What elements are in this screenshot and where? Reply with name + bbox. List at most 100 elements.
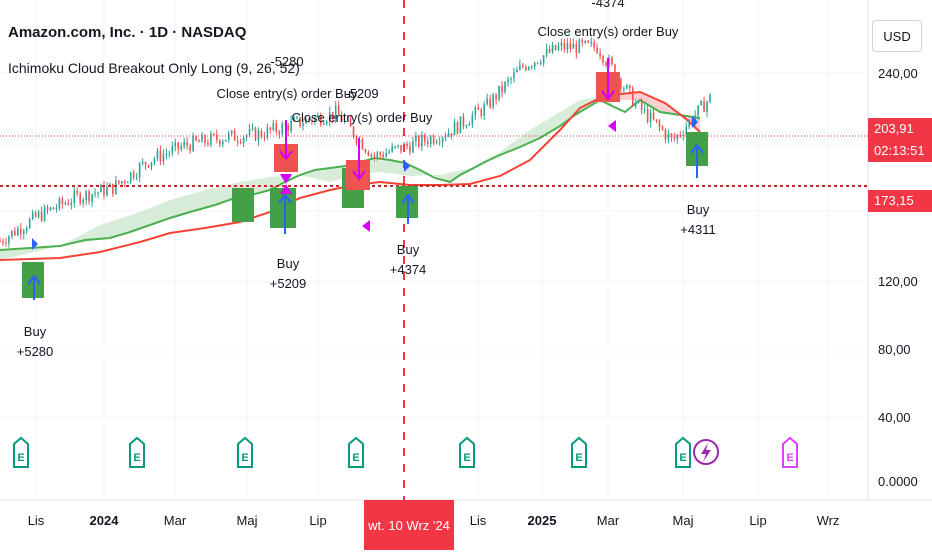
earnings-marker[interactable]: E	[129, 436, 145, 468]
candle-body[interactable]	[658, 121, 661, 127]
candle-body[interactable]	[43, 207, 46, 221]
candle-body[interactable]	[522, 65, 524, 67]
candle-body[interactable]	[141, 161, 144, 164]
candle-body[interactable]	[664, 129, 667, 140]
candle-body[interactable]	[230, 130, 233, 134]
candle-body[interactable]	[634, 102, 637, 107]
candle-body[interactable]	[73, 190, 76, 203]
candle-body[interactable]	[17, 228, 19, 236]
candle-body[interactable]	[320, 115, 322, 125]
candle-body[interactable]	[112, 183, 114, 194]
candle-body[interactable]	[703, 101, 705, 113]
candle-body[interactable]	[126, 181, 129, 183]
candle-body[interactable]	[643, 109, 646, 111]
lightning-icon[interactable]	[693, 439, 719, 465]
candle-body[interactable]	[100, 185, 102, 193]
exit-markers[interactable]	[274, 58, 620, 232]
candle-body[interactable]	[207, 142, 209, 145]
candle-body[interactable]	[581, 39, 584, 43]
candle-body[interactable]	[19, 228, 22, 235]
candle-body[interactable]	[682, 134, 685, 136]
candle-body[interactable]	[536, 62, 539, 64]
candle-body[interactable]	[227, 133, 230, 140]
candle-body[interactable]	[216, 134, 218, 141]
candle-body[interactable]	[91, 194, 93, 202]
candle-body[interactable]	[628, 85, 631, 89]
earnings-marker[interactable]: E	[13, 436, 29, 468]
candle-body[interactable]	[578, 39, 581, 54]
candle-body[interactable]	[611, 57, 613, 65]
candle-body[interactable]	[605, 62, 607, 66]
candle-body[interactable]	[572, 43, 575, 49]
candle-body[interactable]	[2, 241, 4, 243]
candlestick-series[interactable]	[0, 37, 711, 248]
candle-body[interactable]	[352, 126, 355, 137]
candle-body[interactable]	[40, 211, 43, 221]
candle-body[interactable]	[554, 44, 557, 50]
candle-body[interactable]	[483, 104, 486, 116]
candle-body[interactable]	[432, 136, 435, 144]
candle-body[interactable]	[652, 112, 655, 120]
candle-body[interactable]	[296, 117, 298, 119]
candle-body[interactable]	[673, 137, 676, 140]
candle-body[interactable]	[171, 146, 174, 154]
candle-body[interactable]	[314, 117, 316, 122]
candle-body[interactable]	[150, 162, 153, 167]
candle-body[interactable]	[542, 55, 545, 64]
entry-markers[interactable]	[22, 116, 708, 300]
candle-body[interactable]	[406, 143, 408, 147]
candle-body[interactable]	[539, 63, 542, 65]
symbol-header[interactable]: Amazon.com, Inc. · 1D · NASDAQ	[8, 24, 246, 41]
candle-body[interactable]	[590, 41, 592, 43]
candle-body[interactable]	[507, 79, 509, 83]
candle-body[interactable]	[655, 119, 658, 122]
candle-body[interactable]	[587, 40, 590, 43]
candle-body[interactable]	[28, 218, 31, 229]
candle-body[interactable]	[397, 144, 399, 147]
candle-body[interactable]	[516, 70, 518, 73]
candle-body[interactable]	[183, 142, 185, 147]
candle-body[interactable]	[400, 144, 402, 152]
candle-body[interactable]	[504, 82, 506, 93]
candle-body[interactable]	[153, 158, 156, 163]
candle-body[interactable]	[8, 236, 10, 244]
candle-body[interactable]	[135, 177, 138, 179]
candle-body[interactable]	[563, 42, 566, 50]
candle-body[interactable]	[637, 100, 640, 103]
candle-body[interactable]	[70, 202, 73, 205]
candle-body[interactable]	[174, 142, 177, 147]
candle-body[interactable]	[189, 145, 191, 152]
candle-body[interactable]	[424, 135, 426, 142]
candle-body[interactable]	[688, 120, 691, 127]
candle-body[interactable]	[388, 151, 390, 154]
candle-body[interactable]	[5, 242, 7, 244]
candle-body[interactable]	[421, 135, 423, 147]
candle-body[interactable]	[626, 85, 628, 89]
candle-body[interactable]	[278, 131, 281, 134]
candle-body[interactable]	[67, 203, 70, 205]
candle-body[interactable]	[120, 181, 123, 184]
candle-body[interactable]	[123, 181, 126, 183]
candle-body[interactable]	[37, 211, 40, 217]
candle-body[interactable]	[486, 98, 488, 105]
candle-body[interactable]	[79, 193, 82, 204]
currency-button[interactable]: USD	[872, 20, 922, 52]
candle-body[interactable]	[447, 133, 450, 137]
candle-body[interactable]	[180, 146, 183, 150]
candle-body[interactable]	[548, 48, 551, 53]
candle-body[interactable]	[459, 116, 462, 134]
candle-body[interactable]	[299, 117, 301, 126]
candle-body[interactable]	[370, 154, 373, 156]
candle-body[interactable]	[444, 136, 447, 138]
candle-body[interactable]	[462, 116, 465, 127]
candle-body[interactable]	[129, 172, 132, 182]
candle-body[interactable]	[409, 146, 411, 153]
candle-body[interactable]	[31, 212, 34, 219]
earnings-marker[interactable]: E	[675, 436, 691, 468]
candle-body[interactable]	[480, 109, 483, 116]
candle-body[interactable]	[525, 66, 527, 70]
candle-body[interactable]	[376, 152, 379, 157]
